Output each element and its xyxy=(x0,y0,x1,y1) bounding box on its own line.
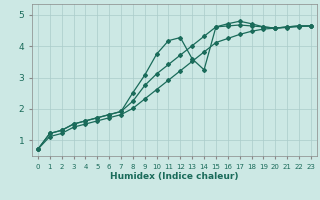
X-axis label: Humidex (Indice chaleur): Humidex (Indice chaleur) xyxy=(110,172,239,181)
